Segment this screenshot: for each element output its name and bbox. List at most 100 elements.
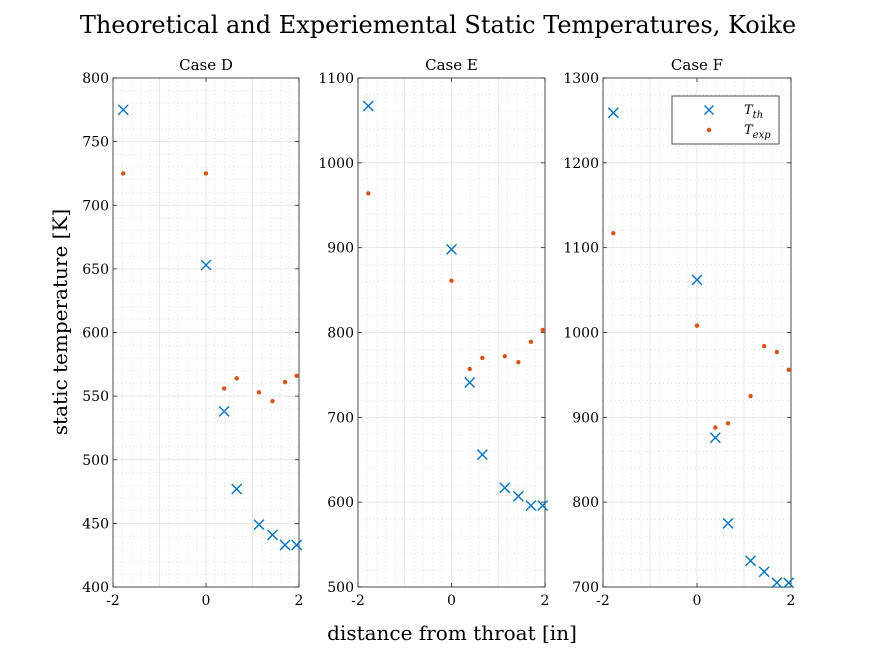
x-tick-label: 0 xyxy=(693,593,702,609)
data-point-th xyxy=(200,259,212,271)
data-point-exp xyxy=(611,231,616,236)
data-point-exp xyxy=(694,323,700,328)
y-tick-label: 800 xyxy=(82,71,109,87)
y-tick-label: 600 xyxy=(327,495,354,511)
data-point-exp xyxy=(467,366,472,372)
data-point-exp xyxy=(256,390,262,395)
series-th xyxy=(117,104,303,551)
data-point-th xyxy=(691,274,703,286)
data-point-exp xyxy=(516,359,521,365)
x-tick-label: -2 xyxy=(351,593,365,609)
y-tick-label: 600 xyxy=(82,326,109,342)
data-point-th xyxy=(464,377,476,389)
x-tick-label: -2 xyxy=(106,593,120,609)
y-tick-label: 1100 xyxy=(318,71,354,87)
y-tick-label: 700 xyxy=(572,580,599,596)
series-th xyxy=(607,107,795,589)
legend-label-subscript: th xyxy=(753,110,763,121)
x-tick-label: 2 xyxy=(295,593,304,609)
data-point-th xyxy=(117,104,129,116)
data-point-exp xyxy=(203,171,209,176)
data-point-exp xyxy=(449,278,454,283)
y-tick-label: 1000 xyxy=(318,156,354,172)
y-tick-label: 800 xyxy=(572,495,599,511)
data-point-exp xyxy=(294,373,299,378)
data-point-th xyxy=(537,500,549,512)
data-point-exp xyxy=(480,355,485,361)
panels-group: 400 450 500 550 600 650 700 750 800 -2 0 2 Case D 500… xyxy=(82,56,795,609)
data-point-exp xyxy=(713,425,718,430)
data-point-th xyxy=(512,490,524,502)
data-point-th xyxy=(253,519,265,531)
data-point-exp xyxy=(540,327,545,333)
data-point-th xyxy=(267,529,278,541)
data-point-th xyxy=(446,243,457,255)
data-point-th xyxy=(362,100,374,112)
series-th xyxy=(362,100,549,512)
data-point-exp xyxy=(502,354,507,359)
data-point-th xyxy=(291,539,303,551)
panel-case-e: 500 600 700 800 900 1000 1100 -2 0 2 Case E xyxy=(318,56,549,609)
panel-title: Case D xyxy=(179,56,233,74)
y-tick-label: 500 xyxy=(82,453,109,469)
data-point-exp xyxy=(786,367,791,373)
panel-case-d: 400 450 500 550 600 650 700 750 800 -2 0 2 Case D xyxy=(82,56,303,609)
data-point-exp xyxy=(366,191,371,196)
x-tick-label: 2 xyxy=(541,593,550,609)
y-tick-label: 1300 xyxy=(563,71,599,87)
data-point-exp xyxy=(774,349,780,355)
legend-box xyxy=(671,95,780,145)
y-tick-label: 1100 xyxy=(563,241,599,257)
x-tick-label: -2 xyxy=(596,593,610,609)
y-tick-label: 500 xyxy=(327,580,354,596)
y-axis-label: static temperature [K] xyxy=(48,209,72,435)
data-point-th xyxy=(758,566,770,578)
y-tick-label: 700 xyxy=(327,410,354,426)
panel-title: Case F xyxy=(671,56,723,74)
y-tick-label: 650 xyxy=(82,262,109,278)
data-point-th xyxy=(231,483,243,495)
data-point-exp xyxy=(762,343,767,349)
y-tick-label: 550 xyxy=(82,389,109,405)
legend-label-subscript: exp xyxy=(753,130,772,141)
data-point-exp xyxy=(270,399,275,404)
x-axis-label: distance from throat [in] xyxy=(327,621,577,645)
data-point-exp xyxy=(748,393,753,399)
x-tick-label: 0 xyxy=(447,593,456,609)
y-tick-label: 800 xyxy=(327,326,354,342)
legend-marker-exp xyxy=(706,127,712,133)
y-tick-label: 900 xyxy=(327,241,354,257)
panel-case-f: 700 800 900 1000 1100 1200 1300 -2 0 2 Case F xyxy=(563,56,795,609)
y-tick-label: 700 xyxy=(82,198,109,214)
legend-marker-th xyxy=(704,105,714,115)
series-exp xyxy=(366,191,545,372)
x-tick-label: 0 xyxy=(202,593,211,609)
y-tick-label: 750 xyxy=(82,135,109,151)
y-tick-label: 400 xyxy=(82,580,109,596)
data-point-th xyxy=(499,482,511,494)
y-tick-label: 1200 xyxy=(563,156,599,172)
data-point-exp xyxy=(725,421,731,426)
data-point-th xyxy=(607,107,619,119)
data-point-th xyxy=(783,577,795,589)
data-point-exp xyxy=(282,379,288,385)
figure-title: Theoretical and Experiemental Static Tem… xyxy=(80,11,796,39)
y-tick-label: 1000 xyxy=(563,326,599,342)
data-point-th xyxy=(525,500,537,512)
series-exp xyxy=(611,231,791,430)
data-point-exp xyxy=(528,339,534,345)
data-point-th xyxy=(771,577,783,589)
data-point-th xyxy=(279,539,291,551)
series-exp xyxy=(121,171,299,404)
data-point-th xyxy=(722,517,734,529)
y-tick-label: 900 xyxy=(572,410,599,426)
data-point-exp xyxy=(221,386,227,391)
data-point-th xyxy=(218,405,230,417)
x-tick-label: 2 xyxy=(787,593,796,609)
data-point-exp xyxy=(121,171,126,176)
panel-title: Case E xyxy=(425,56,478,74)
data-point-th xyxy=(709,432,721,444)
